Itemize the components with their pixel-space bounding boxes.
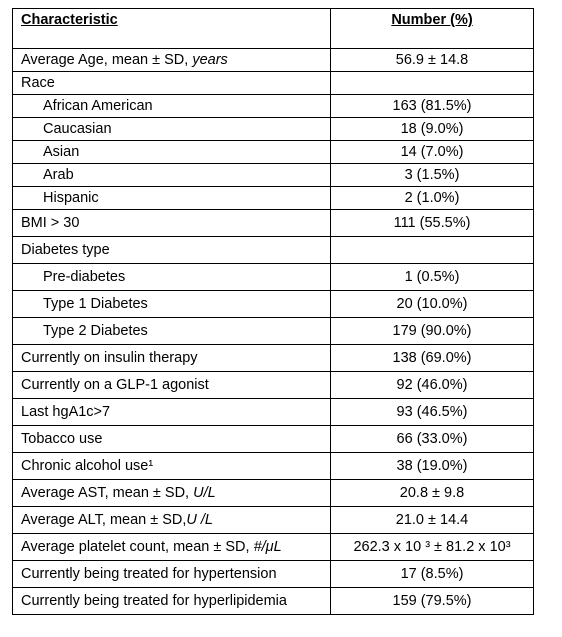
label-cell: Arab — [12, 163, 331, 187]
label: Average Age, mean ± SD, — [21, 52, 193, 68]
value-cell: 92 (46.0%) — [330, 371, 534, 399]
label-cell: Currently being treated for hypertension — [12, 560, 331, 588]
value-cell: 18 (9.0%) — [330, 117, 534, 141]
label: Type 1 Diabetes — [43, 296, 148, 312]
label: Average platelet count, mean ± SD, — [21, 539, 254, 555]
label-cell: Last hgA1c>7 — [12, 398, 331, 426]
table-row: Chronic alcohol use¹ 38 (19.0%) — [12, 452, 534, 480]
value-cell: 2 (1.0%) — [330, 186, 534, 210]
label-cell: Average ALT, mean ± SD,U /L — [12, 506, 331, 534]
value-cell: 93 (46.5%) — [330, 398, 534, 426]
unit: #/μL — [253, 539, 282, 555]
value-cell: 21.0 ± 14.4 — [330, 506, 534, 534]
label: Currently being treated for hyperlipidem… — [21, 593, 287, 609]
table-row: Diabetes type — [12, 236, 534, 264]
label-cell: African American — [12, 94, 331, 118]
unit: U/L — [193, 485, 216, 501]
label-cell: Race — [12, 71, 331, 95]
value-cell: 179 (90.0%) — [330, 317, 534, 345]
value-cell: 262.3 x 10 ³ ± 81.2 x 10³ — [330, 533, 534, 561]
label-cell: Asian — [12, 140, 331, 164]
label: Arab — [43, 167, 74, 183]
value-cell: 14 (7.0%) — [330, 140, 534, 164]
label: Currently on a GLP-1 agonist — [21, 377, 209, 393]
label-cell: Average platelet count, mean ± SD, #/μL — [12, 533, 331, 561]
label: Caucasian — [43, 121, 112, 137]
unit: U /L — [186, 512, 213, 528]
label-cell: Hispanic — [12, 186, 331, 210]
label-cell: Pre-diabetes — [12, 263, 331, 291]
value-cell: 56.9 ± 14.8 — [330, 48, 534, 72]
table-row: Currently on insulin therapy 138 (69.0%) — [12, 344, 534, 372]
label: Asian — [43, 144, 80, 160]
label-cell: Currently on a GLP-1 agonist — [12, 371, 331, 399]
label-cell: Tobacco use — [12, 425, 331, 453]
label: Type 2 Diabetes — [43, 323, 148, 339]
table-row: Type 2 Diabetes 179 (90.0%) — [12, 317, 534, 345]
label-cell: Type 1 Diabetes — [12, 290, 331, 318]
label: Average ALT, mean ± SD, — [21, 512, 187, 528]
table-row: Currently on a GLP-1 agonist 92 (46.0%) — [12, 371, 534, 399]
table-row: African American 163 (81.5%) — [12, 94, 534, 118]
label-cell: Average Age, mean ± SD, years — [12, 48, 331, 72]
characteristics-table: Characteristic Number (%) Average Age, m… — [12, 8, 534, 615]
value-cell: 1 (0.5%) — [330, 263, 534, 291]
value-cell: 3 (1.5%) — [330, 163, 534, 187]
table-row: Average AST, mean ± SD, U/L 20.8 ± 9.8 — [12, 479, 534, 507]
value-cell: 163 (81.5%) — [330, 94, 534, 118]
table-row: Pre-diabetes 1 (0.5%) — [12, 263, 534, 291]
label-cell: Average AST, mean ± SD, U/L — [12, 479, 331, 507]
table-row: Average ALT, mean ± SD,U /L 21.0 ± 14.4 — [12, 506, 534, 534]
label: Race — [21, 75, 55, 91]
value-cell: 111 (55.5%) — [330, 209, 534, 237]
table-row: Currently being treated for hyperlipidem… — [12, 587, 534, 615]
value-cell: 159 (79.5%) — [330, 587, 534, 615]
table-row: Race — [12, 71, 534, 95]
table-row: Average platelet count, mean ± SD, #/μL 2… — [12, 533, 534, 561]
table-row: Hispanic 2 (1.0%) — [12, 186, 534, 210]
table-row: Arab 3 (1.5%) — [12, 163, 534, 187]
unit: years — [192, 52, 228, 68]
label-cell: Currently on insulin therapy — [12, 344, 331, 372]
table-row: Currently being treated for hypertension… — [12, 560, 534, 588]
table-row: Caucasian 18 (9.0%) — [12, 117, 534, 141]
value-cell — [330, 236, 534, 264]
label: BMI > 30 — [21, 215, 80, 231]
table-row: Last hgA1c>7 93 (46.5%) — [12, 398, 534, 426]
table-row: Asian 14 (7.0%) — [12, 140, 534, 164]
label: Currently being treated for hypertension — [21, 566, 277, 582]
header-row: Characteristic Number (%) — [12, 8, 534, 49]
value-cell: 20 (10.0%) — [330, 290, 534, 318]
header-cell: Number (%) — [330, 8, 534, 49]
label: Tobacco use — [21, 431, 103, 447]
label: African American — [43, 98, 153, 114]
value-cell: 17 (8.5%) — [330, 560, 534, 588]
label-cell: Caucasian — [12, 117, 331, 141]
table-body: Characteristic Number (%) Average Age, m… — [12, 8, 534, 615]
value-cell: 20.8 ± 9.8 — [330, 479, 534, 507]
value-cell: 66 (33.0%) — [330, 425, 534, 453]
value-cell: 38 (19.0%) — [330, 452, 534, 480]
label: Chronic alcohol use¹ — [21, 458, 154, 474]
label: Currently on insulin therapy — [21, 350, 198, 366]
value-cell: 138 (69.0%) — [330, 344, 534, 372]
label-cell: BMI > 30 — [12, 209, 331, 237]
label-cell: Chronic alcohol use¹ — [12, 452, 331, 480]
label: Diabetes type — [21, 242, 110, 258]
label: Last hgA1c>7 — [21, 404, 111, 420]
value-cell — [330, 71, 534, 95]
table-row: Average Age, mean ± SD, years 56.9 ± 14.8 — [12, 48, 534, 72]
label: Average AST, mean ± SD, — [21, 485, 194, 501]
table-row: Type 1 Diabetes 20 (10.0%) — [12, 290, 534, 318]
table-row: Tobacco use 66 (33.0%) — [12, 425, 534, 453]
table-row: BMI > 30 111 (55.5%) — [12, 209, 534, 237]
label-cell: Diabetes type — [12, 236, 331, 264]
label: Pre-diabetes — [43, 269, 126, 285]
label-cell: Currently being treated for hyperlipidem… — [12, 587, 331, 615]
label: Hispanic — [43, 190, 99, 206]
label-cell: Type 2 Diabetes — [12, 317, 331, 345]
header-cell: Characteristic — [12, 8, 331, 49]
